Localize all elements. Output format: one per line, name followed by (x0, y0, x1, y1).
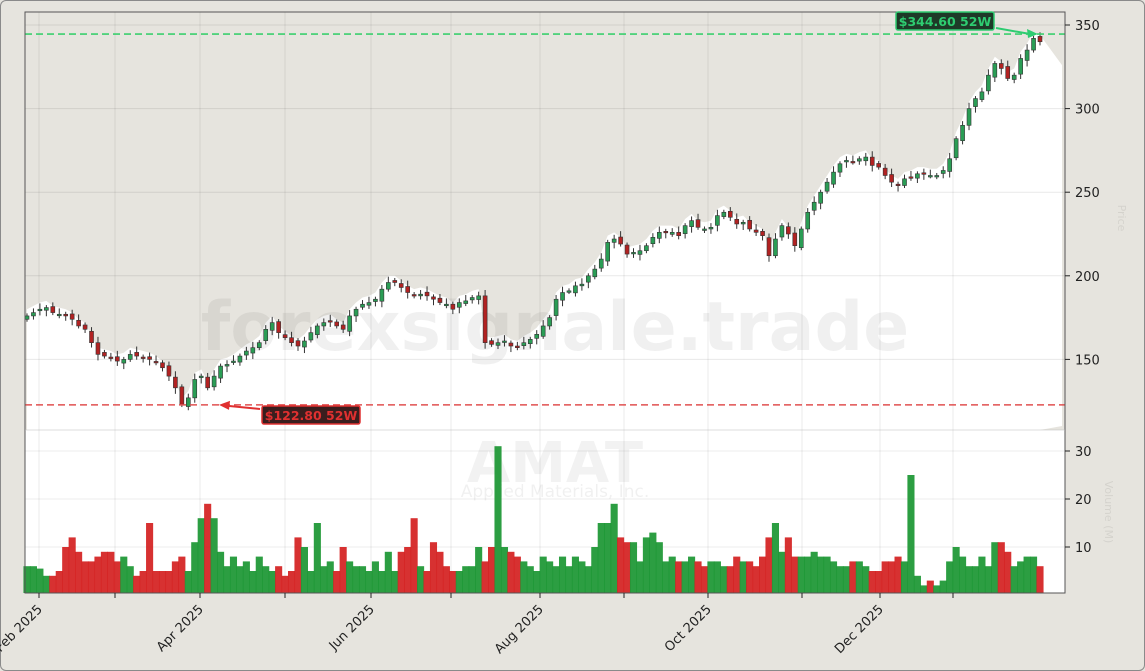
grid-lines (25, 12, 1065, 593)
volume-axis-label: Volume (M) (1102, 481, 1115, 543)
price-tick-label: 150 (1075, 353, 1100, 368)
watermark-company: Applied Materials, Inc. (461, 482, 650, 502)
low-52w-badge (261, 405, 361, 425)
price-axis-label: Price (1115, 205, 1128, 232)
x-tick-label: Jun 2025 (326, 602, 378, 654)
candles (24, 32, 1043, 411)
x-tick-label: Apr 2025 (154, 602, 207, 655)
x-tick-label: Feb 2025 (0, 602, 46, 655)
high-52w-badge (895, 11, 995, 31)
52w-levels (25, 33, 1065, 406)
plot-border (24, 11, 1066, 594)
x-axis: Feb 2025 Apr 2025 Jun 2025 Aug 2025 Oct 2025… (0, 593, 954, 657)
price-area-fill (27, 31, 1062, 431)
low-52w-label: $122.80 52W (265, 408, 358, 423)
high-52w-label: $344.60 52W (899, 14, 992, 29)
volume-bars (23, 446, 1044, 593)
price-tick-label: 250 (1075, 186, 1100, 201)
price-tick-label: 200 (1075, 270, 1100, 285)
x-tick-label: Oct 2025 (662, 602, 715, 655)
annotations: $344.60 52W $122.80 52W (219, 11, 1038, 425)
price-tick-label: 350 (1075, 19, 1100, 34)
y-axis: 150 200 250 300 350 10 20 30 (1065, 19, 1100, 556)
volume-tick-label: 20 (1075, 493, 1092, 508)
price-tick-label: 300 (1075, 103, 1100, 118)
volume-tick-label: 30 (1075, 445, 1092, 460)
x-tick-label: Dec 2025 (832, 602, 887, 657)
volume-tick-label: 10 (1075, 541, 1092, 556)
x-tick-label: Aug 2025 (492, 602, 547, 657)
